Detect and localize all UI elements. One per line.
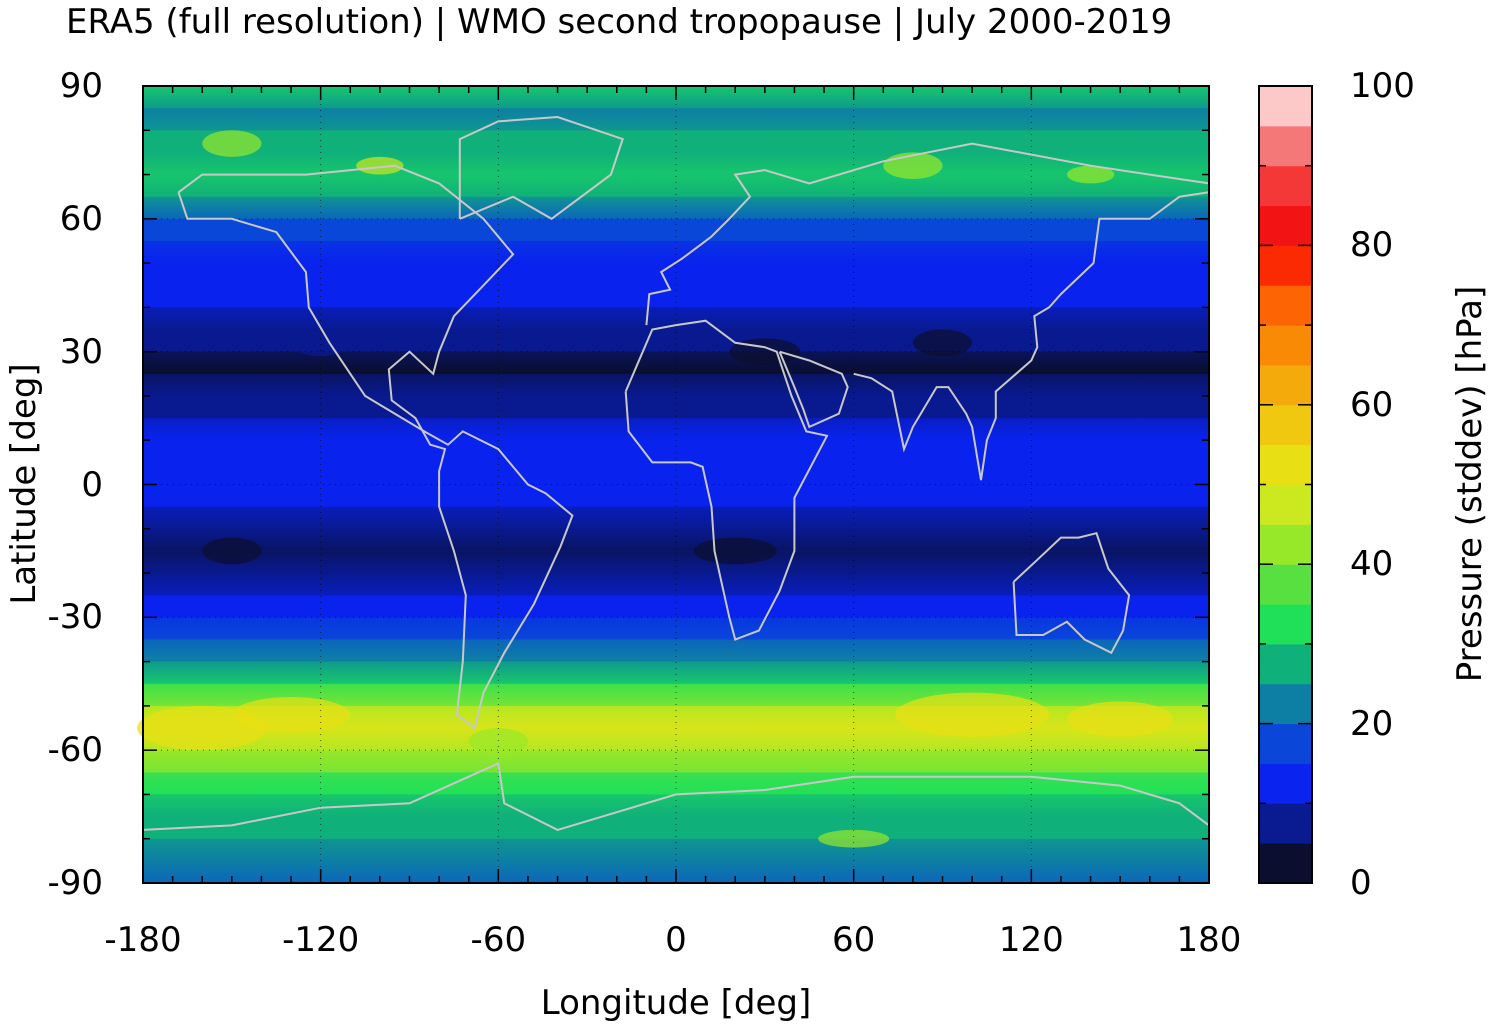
coastline [177,164,574,730]
colorbar-segment [1259,444,1312,485]
heatmap-band [143,373,1209,397]
y-tick-label: 30 [59,331,103,372]
x-tick-label: 120 [998,920,1064,960]
y-tick-label: 90 [59,66,103,106]
map-title: ERA5 (full resolution) | WMO second trop… [66,2,1173,42]
heatmap-band [143,484,1209,508]
heatmap-band [143,108,1209,131]
y-tick-label: 60 [59,198,103,239]
heatmap-band [143,772,1209,795]
heatmap-feature [1066,701,1174,737]
colorbar-segment [1259,285,1312,326]
coastline [142,761,1210,831]
colorbar-segment [1259,723,1312,764]
colorbar-segment [1259,86,1312,127]
coastline [458,115,624,220]
heatmap-band [143,816,1209,840]
y-axis-label: Latitude [deg] [4,363,44,605]
x-tick-label: -180 [104,920,182,960]
colorbar-tick-label: 60 [1350,384,1394,425]
y-tick-label: -30 [47,597,103,638]
heatmap-band [143,418,1209,441]
heatmap-band [143,528,1209,552]
colorbar-segment [1259,643,1312,685]
heatmap-feature [818,829,890,848]
coastline [624,319,829,641]
colorbar-segment [1259,564,1312,605]
heatmap-band [143,794,1209,818]
heatmap-band [143,196,1209,220]
colorbar-segment [1259,843,1312,884]
heatmap-band [143,307,1209,331]
colorbar-segment [1259,763,1312,804]
colorbar-layer [1258,85,1313,884]
colorbar-segment [1259,484,1312,525]
heatmap-feature [202,130,262,157]
colorbar-segment [1259,524,1312,565]
colorbar-segment [1259,165,1312,207]
colorbar-label: Pressure (stddev) [hPa] [1450,285,1490,683]
heatmap-band [143,440,1209,463]
heatmap-feature [693,537,777,565]
heatmap-feature [895,692,1050,737]
colorbar-segment [1259,364,1312,406]
colorbar-tick-label: 40 [1350,544,1394,585]
heatmap-band [143,240,1209,264]
heatmap-band [143,617,1209,640]
heatmap-feature [729,338,801,365]
heatmap-feature [202,537,262,565]
heatmap-band [143,462,1209,485]
x-tick-label: 0 [665,920,687,960]
colorbar-segment [1259,245,1312,286]
colorbar-segment [1259,683,1312,725]
heatmap-band [143,174,1209,198]
heatmap-band [143,595,1209,618]
frame-layer [142,85,1210,884]
x-tick-label: -120 [282,920,360,960]
x-axis-label: Longitude [deg] [540,983,812,1023]
map-layer [137,86,1209,884]
heatmap-band [143,506,1209,530]
heatmap-band [143,152,1209,176]
colorbar-segment [1259,404,1312,446]
heatmap-band [143,750,1209,773]
coastline [1012,532,1131,655]
coastline [778,350,849,429]
heatmap-band [143,263,1209,286]
heatmap-feature [468,728,528,755]
heatmap-band [143,838,1209,862]
heatmap-feature [291,329,351,357]
heatmap-feature [356,156,404,175]
colorbar-segment [1259,604,1312,645]
heatmap-feature [1066,165,1115,184]
colorbar-segment [1259,125,1312,167]
coastline-layer [142,115,1210,831]
y-tick-label: -90 [47,863,103,903]
x-tick-label: 180 [1176,920,1242,960]
heatmap-band [143,130,1209,153]
grid-layer [143,86,1209,883]
colorbar-segment [1259,803,1312,844]
x-tick-label: 60 [832,920,876,960]
x-tick-label: -60 [470,920,527,960]
heatmap-feature [912,329,973,357]
colorbar-segment [1259,205,1312,246]
heatmap-band [143,395,1209,419]
colorbar-tick-label: 80 [1350,225,1394,266]
colorbar-tick-label: 20 [1350,703,1394,744]
coastline [645,142,1210,326]
colorbar-tick-label: 100 [1350,66,1415,106]
heatmap-band [143,550,1209,574]
colorbar-tick-label: 0 [1350,863,1372,903]
y-tick-label: -60 [47,730,103,771]
coastline [853,191,1210,481]
y-tick-label: 0 [81,464,103,505]
heatmap-band [143,661,1209,685]
heatmap-feature [231,697,351,733]
colorbar-segment [1259,325,1312,366]
